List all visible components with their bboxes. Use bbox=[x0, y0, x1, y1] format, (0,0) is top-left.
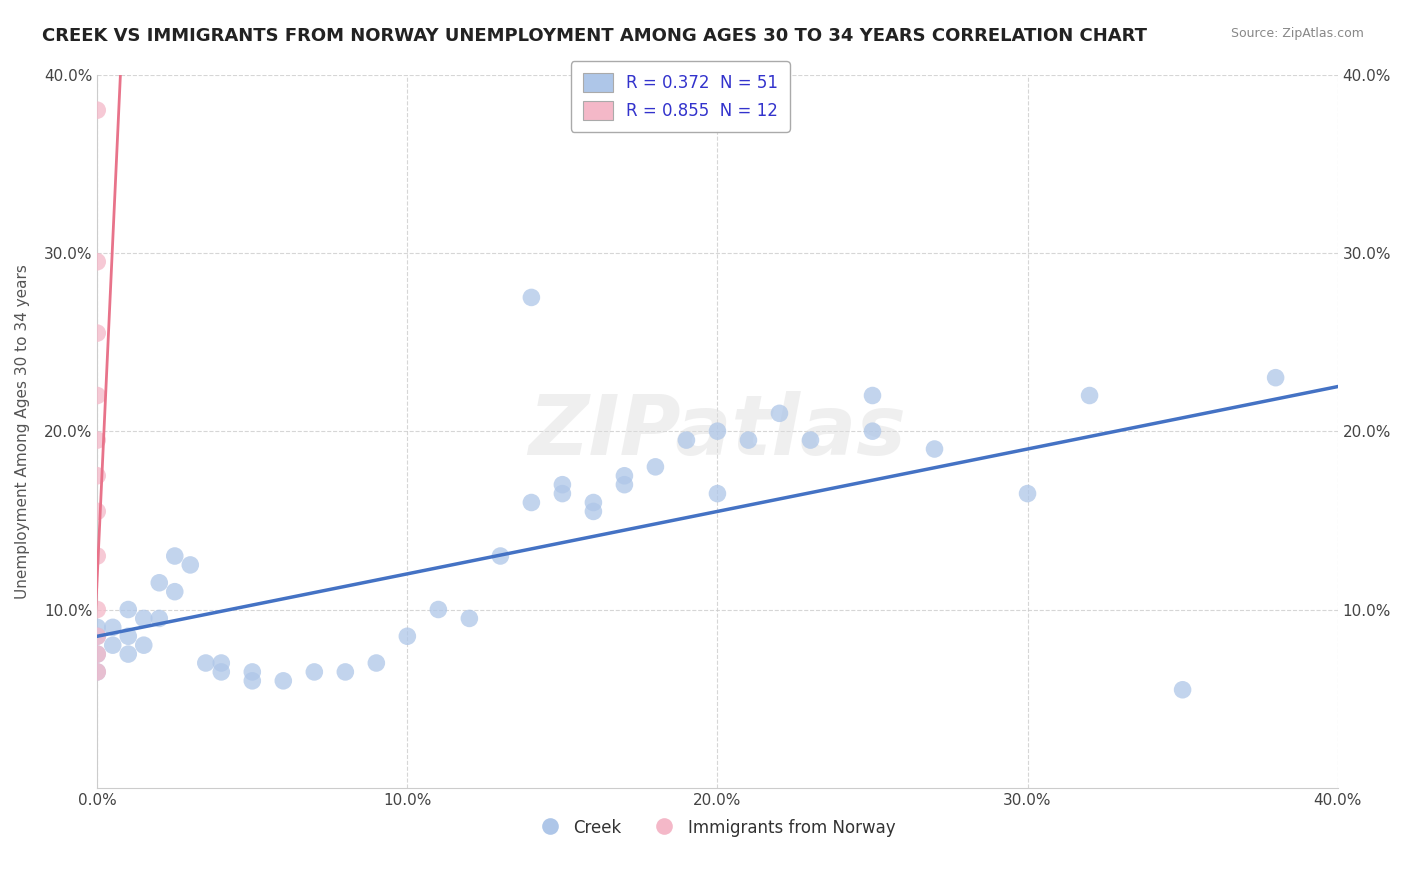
Point bbox=[148, 575, 170, 590]
Point bbox=[179, 558, 201, 572]
Point bbox=[706, 424, 728, 438]
Point bbox=[582, 504, 605, 518]
Point bbox=[582, 495, 605, 509]
Point bbox=[240, 665, 263, 679]
Point bbox=[86, 254, 108, 268]
Point bbox=[799, 433, 821, 447]
Point bbox=[520, 290, 543, 304]
Point bbox=[271, 673, 294, 688]
Point bbox=[458, 611, 481, 625]
Point bbox=[737, 433, 759, 447]
Point bbox=[1017, 486, 1039, 500]
Text: Source: ZipAtlas.com: Source: ZipAtlas.com bbox=[1230, 27, 1364, 40]
Point bbox=[335, 665, 357, 679]
Point bbox=[117, 602, 139, 616]
Point bbox=[148, 611, 170, 625]
Point bbox=[209, 665, 232, 679]
Point bbox=[86, 433, 108, 447]
Point bbox=[132, 638, 155, 652]
Point bbox=[768, 406, 790, 420]
Point bbox=[209, 656, 232, 670]
Point bbox=[86, 647, 108, 661]
Point bbox=[101, 638, 124, 652]
Point bbox=[396, 629, 419, 643]
Point bbox=[86, 504, 108, 518]
Point bbox=[520, 495, 543, 509]
Point bbox=[862, 424, 884, 438]
Point bbox=[86, 665, 108, 679]
Point bbox=[86, 629, 108, 643]
Point bbox=[304, 665, 326, 679]
Point bbox=[86, 388, 108, 402]
Point bbox=[1171, 682, 1194, 697]
Point bbox=[366, 656, 388, 670]
Point bbox=[86, 620, 108, 634]
Point bbox=[163, 584, 186, 599]
Point bbox=[551, 486, 574, 500]
Point bbox=[240, 673, 263, 688]
Point bbox=[86, 647, 108, 661]
Point bbox=[86, 326, 108, 340]
Point bbox=[132, 611, 155, 625]
Point bbox=[551, 477, 574, 491]
Text: ZIPatlas: ZIPatlas bbox=[529, 391, 907, 472]
Point bbox=[924, 442, 946, 456]
Point bbox=[117, 647, 139, 661]
Point bbox=[194, 656, 217, 670]
Point bbox=[1078, 388, 1101, 402]
Point bbox=[86, 602, 108, 616]
Point bbox=[1264, 370, 1286, 384]
Point bbox=[706, 486, 728, 500]
Point bbox=[101, 620, 124, 634]
Point bbox=[489, 549, 512, 563]
Y-axis label: Unemployment Among Ages 30 to 34 years: Unemployment Among Ages 30 to 34 years bbox=[15, 264, 30, 599]
Point bbox=[86, 468, 108, 483]
Point bbox=[613, 468, 636, 483]
Point bbox=[86, 665, 108, 679]
Point bbox=[613, 477, 636, 491]
Point bbox=[117, 629, 139, 643]
Point bbox=[86, 103, 108, 118]
Point bbox=[644, 459, 666, 474]
Point bbox=[86, 549, 108, 563]
Legend: Creek, Immigrants from Norway: Creek, Immigrants from Norway bbox=[533, 813, 903, 844]
Point bbox=[163, 549, 186, 563]
Point bbox=[675, 433, 697, 447]
Point bbox=[427, 602, 450, 616]
Point bbox=[86, 629, 108, 643]
Text: CREEK VS IMMIGRANTS FROM NORWAY UNEMPLOYMENT AMONG AGES 30 TO 34 YEARS CORRELATI: CREEK VS IMMIGRANTS FROM NORWAY UNEMPLOY… bbox=[42, 27, 1147, 45]
Point bbox=[862, 388, 884, 402]
